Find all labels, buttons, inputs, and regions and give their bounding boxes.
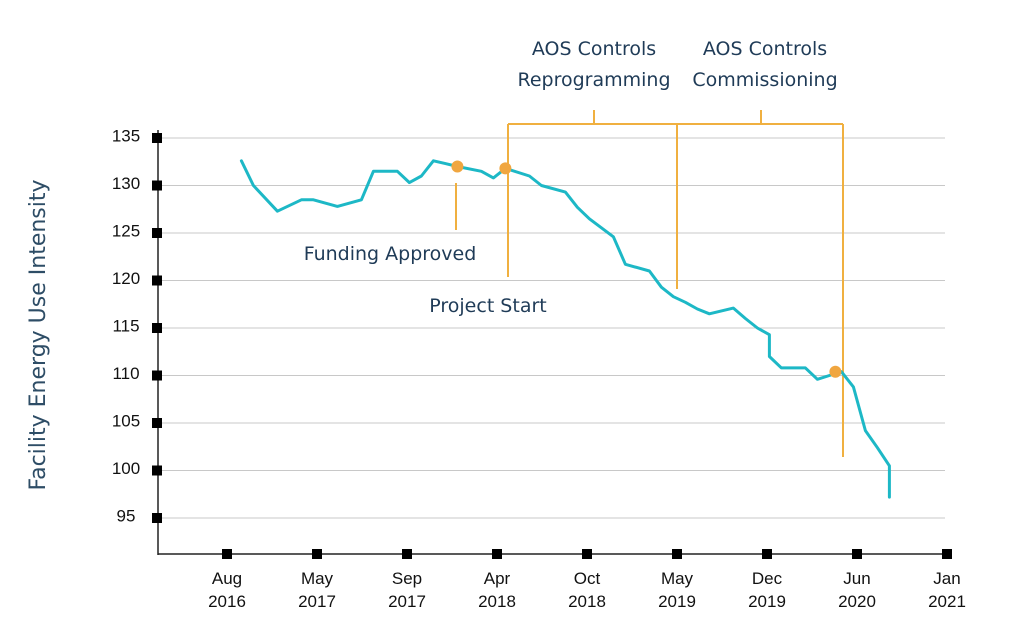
x-tick-label-year-5: 2019 (658, 592, 696, 611)
y-tick-marker-135 (152, 133, 162, 143)
y-tick-marker-120 (152, 275, 162, 286)
annotation-brackets (455, 110, 844, 457)
y-tick-label-100: 100 (112, 459, 140, 478)
y-tick-marker-125 (152, 228, 162, 238)
x-tick-label-month-4: Oct (574, 569, 601, 588)
y-tick-marker-115 (152, 323, 162, 333)
project-start-label: Project Start (429, 295, 546, 317)
y-tick-label-115: 115 (112, 316, 139, 335)
x-tick-marker-7 (852, 549, 862, 559)
y-tick-label-105: 105 (112, 411, 140, 430)
y-tick-label-120: 120 (112, 269, 140, 288)
x-tick-label-year-3: 2018 (478, 592, 516, 611)
gridlines (158, 137, 945, 519)
milestone-marker-1 (499, 162, 512, 175)
y-tick-group: 135 130 125 120 115 110 105 100 95 (112, 126, 162, 525)
x-tick-label-year-6: 2019 (748, 592, 786, 611)
milestone-markers (451, 160, 842, 378)
x-tick-marker-5 (672, 549, 682, 559)
commissioning-label-line1: AOS Controls (703, 38, 827, 60)
x-tick-marker-6 (762, 549, 772, 559)
x-tick-label-month-7: Jun (843, 569, 870, 588)
x-tick-group: Aug 2016 May 2017 Sep 2017 Apr 2018 Oct 2018 May 20… (208, 549, 966, 611)
x-tick-marker-0 (222, 549, 232, 559)
x-tick-marker-4 (582, 549, 592, 559)
x-tick-marker-8 (942, 549, 952, 559)
axes (157, 130, 948, 555)
x-tick-label-month-2: Sep (392, 569, 422, 588)
milestone-marker-2 (829, 365, 842, 378)
y-tick-marker-130 (152, 180, 162, 191)
y-tick-marker-95 (152, 513, 162, 523)
x-tick-label-year-2: 2017 (388, 592, 426, 611)
x-tick-label-month-6: Dec (752, 569, 783, 588)
reprogramming-label-line2: Reprogramming (517, 69, 670, 91)
x-tick-label-year-0: 2016 (208, 592, 246, 611)
energy-use-series-line (239, 159, 891, 499)
x-tick-label-month-3: Apr (484, 569, 511, 588)
y-tick-label-125: 125 (112, 221, 140, 240)
y-tick-label-135: 135 (112, 126, 140, 145)
x-tick-marker-2 (402, 549, 412, 559)
x-tick-label-year-4: 2018 (568, 592, 606, 611)
x-tick-label-year-7: 2020 (838, 592, 876, 611)
y-axis-label: Facility Energy Use Intensity (26, 179, 51, 490)
x-tick-label-month-8: Jan (933, 569, 960, 588)
y-tick-marker-110 (152, 370, 162, 381)
y-tick-label-110: 110 (112, 364, 139, 383)
x-tick-label-year-8: 2021 (928, 592, 966, 611)
x-tick-marker-1 (312, 549, 322, 559)
x-tick-label-month-1: May (301, 569, 334, 588)
reprogramming-label-line1: AOS Controls (532, 38, 656, 60)
x-tick-label-month-0: Aug (212, 569, 242, 588)
y-tick-label-95: 95 (117, 506, 136, 525)
x-tick-label-month-5: May (661, 569, 694, 588)
commissioning-label-line2: Commissioning (692, 69, 837, 91)
x-tick-marker-3 (492, 549, 502, 559)
x-tick-label-year-1: 2017 (298, 592, 336, 611)
y-tick-marker-105 (152, 418, 162, 428)
y-tick-marker-100 (152, 465, 162, 476)
y-tick-label-130: 130 (112, 174, 140, 193)
annotation-labels: Funding Approved Project Start AOS Contr… (304, 38, 838, 317)
funding-approved-label: Funding Approved (304, 243, 477, 265)
milestone-marker-0 (451, 160, 464, 173)
